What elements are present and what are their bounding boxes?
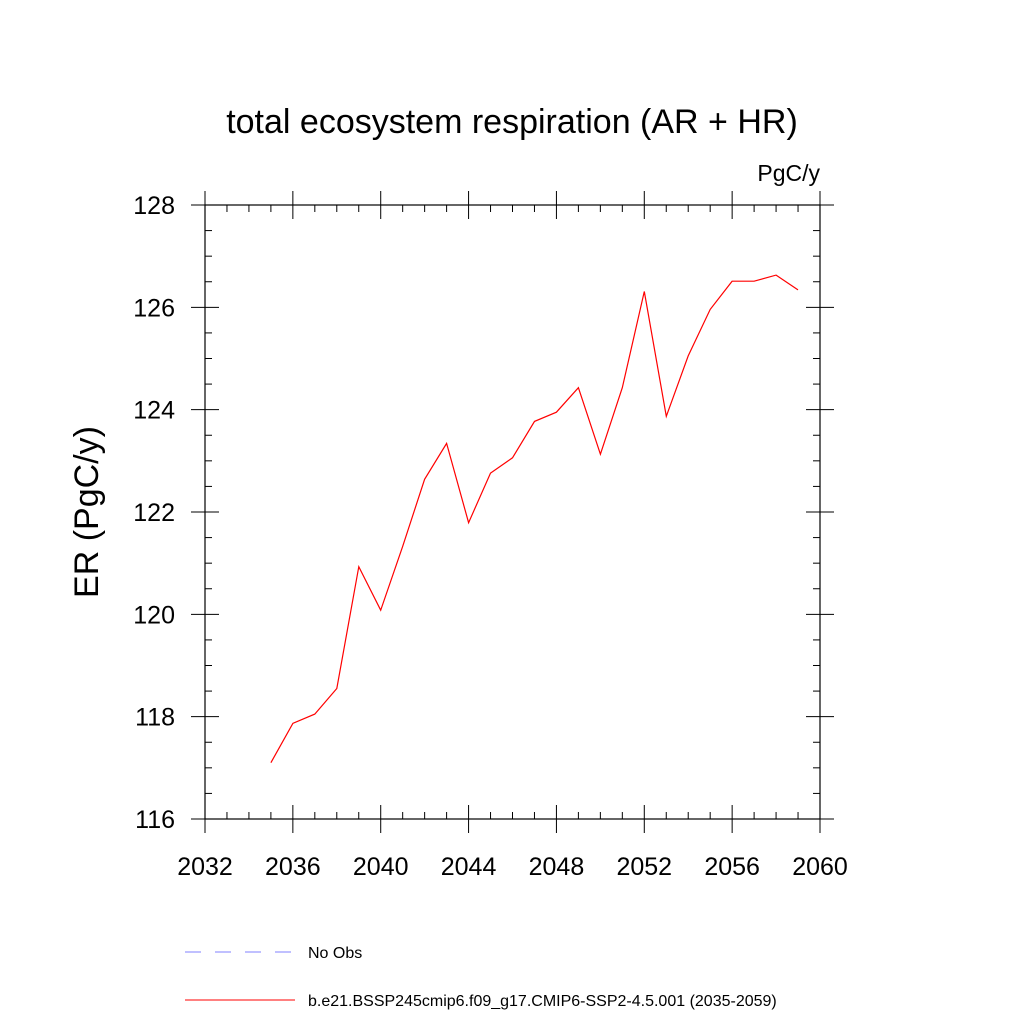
legend-label: No Obs bbox=[308, 945, 362, 962]
y-tick-label: 126 bbox=[133, 294, 175, 322]
y-tick-label: 116 bbox=[135, 806, 175, 834]
x-tick-label: 2032 bbox=[177, 853, 233, 881]
y-tick-label: 122 bbox=[133, 499, 175, 527]
x-tick-label: 2040 bbox=[353, 853, 409, 881]
x-tick-label: 2036 bbox=[265, 853, 321, 881]
legend: No Obs b.e21.BSSP245cmip6.f09_g17.CMIP6-S… bbox=[185, 945, 777, 1010]
y-tick-label: 120 bbox=[133, 601, 175, 629]
x-tick-label: 2060 bbox=[792, 853, 848, 881]
plot-frame bbox=[204, 204, 821, 820]
units-label: PgC/y bbox=[757, 160, 820, 186]
y-axis-label: ER (PgC/y) bbox=[68, 426, 106, 598]
y-tick-label: 128 bbox=[133, 192, 175, 220]
x-tick-label: 2056 bbox=[704, 853, 760, 881]
series-line bbox=[270, 274, 799, 763]
y-tick-label: 118 bbox=[135, 704, 175, 732]
x-tick-label: 2048 bbox=[529, 853, 585, 881]
legend-label: b.e21.BSSP245cmip6.f09_g17.CMIP6-SSP2-4.… bbox=[308, 993, 777, 1010]
x-tick-label: 2044 bbox=[441, 853, 497, 881]
chart-title: total ecosystem respiration (AR + HR) bbox=[226, 103, 798, 141]
y-tick-label: 124 bbox=[133, 397, 175, 425]
x-tick-label: 2052 bbox=[616, 853, 672, 881]
plot-area: 2032 2036 2040 2044 2048 2052 2056 2060 116 118 12… bbox=[133, 191, 848, 881]
